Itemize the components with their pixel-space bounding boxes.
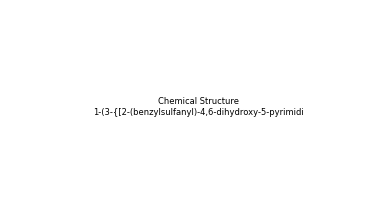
Text: Chemical Structure
1-(3-{[2-(benzylsulfanyl)-4,6-dihydroxy-5-pyrimidi: Chemical Structure 1-(3-{[2-(benzylsulfa… [93,97,304,117]
